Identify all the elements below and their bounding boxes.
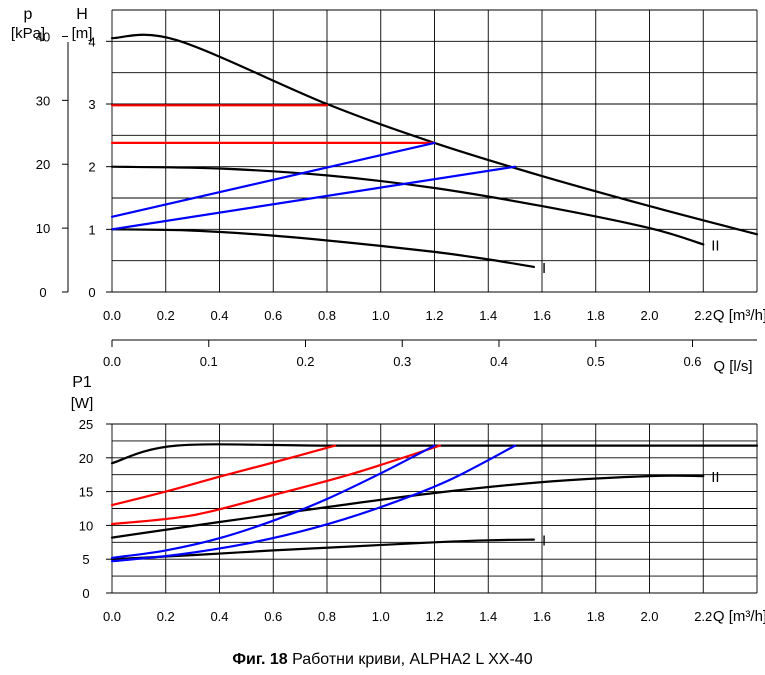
m-tick-label: 4 — [88, 34, 95, 49]
head-x-tick-label: 1.6 — [533, 308, 551, 323]
head-x-tick-label: 1.4 — [479, 308, 497, 323]
kpa-axis-title: p — [24, 6, 33, 23]
power-series-label-II: II — [711, 469, 719, 486]
m-tick-label: 2 — [88, 160, 95, 175]
power-y-tick-label: 10 — [79, 518, 93, 533]
kpa-tick-label: 40 — [36, 29, 50, 44]
m-tick-label: 1 — [88, 222, 95, 237]
kpa-axis-unit: [kPa] — [11, 25, 45, 42]
power-x-tick-label: 0.6 — [264, 609, 282, 624]
power-series-I — [110, 538, 535, 561]
ls-tick-label: 0.0 — [103, 354, 121, 369]
caption-text: Работни криви, ALPHA2 L XX-40 — [292, 651, 533, 668]
power-x-tick-label: 1.8 — [587, 609, 605, 624]
power-x-tick-label: 1.2 — [425, 609, 443, 624]
power-x-tick-label: 0.0 — [103, 609, 121, 624]
head-x-tick-label: 2.2 — [694, 308, 712, 323]
power-x-axis-label: Q [m³/h] — [713, 608, 765, 625]
power-series-II — [110, 474, 705, 539]
power-y-tick-label: 25 — [79, 417, 93, 432]
head-x-tick-label: 0.4 — [210, 308, 228, 323]
head-x-tick-label: 0.2 — [157, 308, 175, 323]
ls-tick-label: 0.5 — [587, 354, 605, 369]
head-x-tick-label: 2.0 — [640, 308, 658, 323]
ls-tick-label: 0.6 — [683, 354, 701, 369]
ls-tick-label: 0.2 — [296, 354, 314, 369]
head-series-prop-pressure-1 — [110, 141, 436, 218]
m-tick-label: 3 — [88, 97, 95, 112]
figure-caption: Фиг. 18 Работни криви, ALPHA2 L XX-40 — [0, 651, 765, 669]
power-series-prop-pressure-1 — [110, 444, 436, 559]
ls-tick-label: 0.3 — [393, 354, 411, 369]
power-x-tick-label: 0.2 — [157, 609, 175, 624]
head-x-axis-label: Q [m³/h] — [713, 307, 765, 324]
head-x-tick-label: 1.8 — [587, 308, 605, 323]
m-axis-title: H — [76, 6, 88, 23]
caption-label: Фиг. 18 — [232, 651, 288, 668]
head-series-label-II: II — [711, 237, 719, 254]
power-axis-title: P1 — [72, 374, 92, 391]
head-x-tick-label: 0.0 — [103, 308, 121, 323]
power-series-const-pressure-2 — [110, 444, 441, 526]
power-x-tick-label: 1.4 — [479, 609, 497, 624]
ls-tick-label: 0.4 — [490, 354, 508, 369]
m-axis-unit: [m] — [72, 25, 93, 42]
power-x-tick-label: 1.6 — [533, 609, 551, 624]
head-x-tick-label: 0.8 — [318, 308, 336, 323]
power-series-const-pressure-1 — [110, 444, 337, 507]
power-y-tick-label: 15 — [79, 485, 93, 500]
power-x-tick-label: 0.8 — [318, 609, 336, 624]
head-x-tick-label: 1.0 — [372, 308, 390, 323]
power-x-tick-label: 1.0 — [372, 609, 390, 624]
power-y-tick-label: 5 — [82, 552, 89, 567]
kpa-tick-label: 10 — [36, 221, 50, 236]
head-series-prop-pressure-2 — [110, 165, 517, 231]
head-x-tick-label: 0.6 — [264, 308, 282, 323]
ls-tick-label: 0.1 — [200, 354, 218, 369]
power-series-prop-pressure-2 — [110, 444, 517, 563]
head-series-label-I: I — [542, 260, 546, 277]
power-series-label-I: I — [542, 533, 546, 550]
power-x-tick-label: 2.0 — [640, 609, 658, 624]
power-x-tick-label: 0.4 — [210, 609, 228, 624]
head-series-I — [110, 228, 535, 268]
power-series-III — [110, 443, 759, 465]
kpa-tick-label: 20 — [36, 157, 50, 172]
kpa-tick-label: 0 — [39, 285, 46, 300]
m-tick-label: 0 — [88, 285, 95, 300]
ls-axis-label: Q [l/s] — [713, 358, 752, 375]
kpa-tick-label: 30 — [36, 93, 50, 108]
power-axis-unit: [W] — [71, 395, 94, 412]
power-x-tick-label: 2.2 — [694, 609, 712, 624]
power-y-tick-label: 0 — [82, 586, 89, 601]
head-series-II — [110, 165, 705, 246]
power-y-tick-label: 20 — [79, 451, 93, 466]
head-x-tick-label: 1.2 — [425, 308, 443, 323]
